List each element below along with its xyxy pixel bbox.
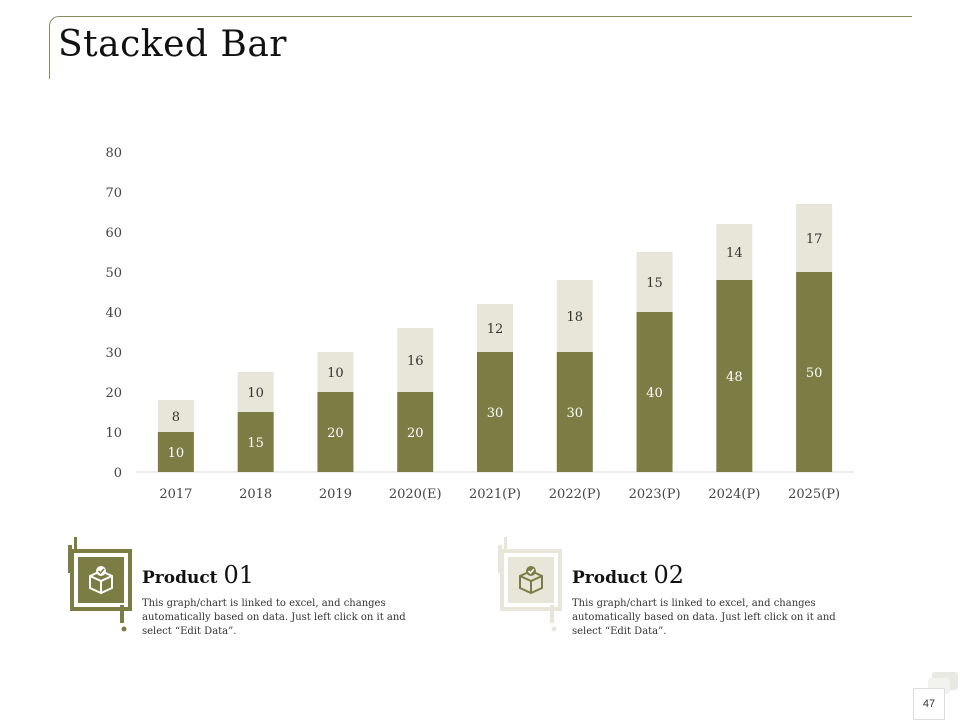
data-label: 16 — [407, 354, 424, 369]
data-label: 17 — [806, 232, 823, 247]
y-tick-label: 40 — [105, 306, 122, 321]
bar-product-02 — [397, 328, 434, 392]
data-label: 14 — [726, 246, 743, 261]
x-tick-label: 2017 — [159, 487, 192, 502]
bar-product-01 — [157, 432, 194, 472]
data-label: 10 — [247, 386, 264, 401]
page-title: Stacked Bar — [58, 24, 287, 65]
data-label: 10 — [168, 446, 185, 461]
data-label: 15 — [646, 276, 663, 291]
y-tick-label: 20 — [105, 386, 122, 401]
x-tick-label: 2018 — [239, 487, 272, 502]
legend-title-product-02: Product 02 — [572, 561, 684, 589]
data-label: 8 — [172, 410, 180, 425]
bar-product-02 — [716, 224, 753, 280]
y-tick-label: 10 — [105, 426, 122, 441]
page-number: 47 — [913, 688, 945, 720]
bar-product-02 — [636, 252, 673, 312]
bar-product-02 — [556, 280, 593, 352]
data-label: 20 — [327, 426, 344, 441]
data-label: 15 — [247, 436, 264, 451]
bar-product-02 — [317, 352, 354, 392]
legend-description-product-01: This graph/chart is linked to excel, and… — [142, 598, 406, 637]
y-tick-label: 80 — [105, 146, 122, 161]
box-check-icon — [89, 566, 113, 595]
x-tick-label: 2022(P) — [549, 487, 601, 502]
x-tick-label: 2023(P) — [629, 487, 681, 502]
x-tick-label: 2020(E) — [389, 487, 442, 502]
stacked-bar-chart: 0102030405060708010820171510201820102019… — [105, 146, 854, 502]
x-tick-label: 2025(P) — [788, 487, 840, 502]
bar-product-01 — [556, 352, 593, 472]
data-label: 48 — [726, 370, 743, 385]
data-label: 50 — [806, 366, 823, 381]
data-label: 40 — [646, 386, 663, 401]
bar-product-01 — [636, 312, 673, 472]
bar-product-01 — [397, 392, 434, 472]
title-frame — [49, 16, 912, 79]
bar-product-02 — [796, 204, 833, 272]
data-label: 30 — [487, 406, 504, 421]
data-label: 20 — [407, 426, 424, 441]
bar-product-02 — [157, 400, 194, 432]
bar-product-01 — [477, 352, 513, 472]
y-tick-label: 60 — [105, 226, 122, 241]
bar-product-01 — [796, 272, 833, 472]
bar-product-01 — [237, 412, 274, 472]
data-label: 18 — [567, 310, 584, 325]
data-label: 12 — [487, 322, 504, 337]
bar-product-02 — [477, 304, 513, 352]
product-02-frame-icon — [498, 537, 562, 632]
product-01-frame-icon — [68, 537, 132, 632]
data-label: 10 — [327, 366, 344, 381]
legend-card-product-02: Product 02 This graph/chart is linked to… — [496, 535, 876, 645]
bar-product-02 — [237, 372, 274, 412]
y-tick-label: 0 — [114, 466, 122, 481]
y-tick-label: 30 — [105, 346, 122, 361]
data-label: 30 — [567, 406, 584, 421]
legend-title-product-01: Product 01 — [142, 561, 254, 589]
y-tick-label: 50 — [105, 266, 122, 281]
legend-description-product-02: This graph/chart is linked to excel, and… — [572, 598, 836, 637]
bar-product-01 — [716, 280, 753, 472]
x-tick-label: 2019 — [319, 487, 352, 502]
bar-product-01 — [317, 392, 354, 472]
box-check-icon — [519, 566, 543, 595]
x-tick-label: 2024(P) — [708, 487, 760, 502]
x-tick-label: 2021(P) — [469, 487, 521, 502]
y-tick-label: 70 — [105, 186, 122, 201]
legend-card-product-01: Product 01 This graph/chart is linked to… — [66, 535, 446, 645]
